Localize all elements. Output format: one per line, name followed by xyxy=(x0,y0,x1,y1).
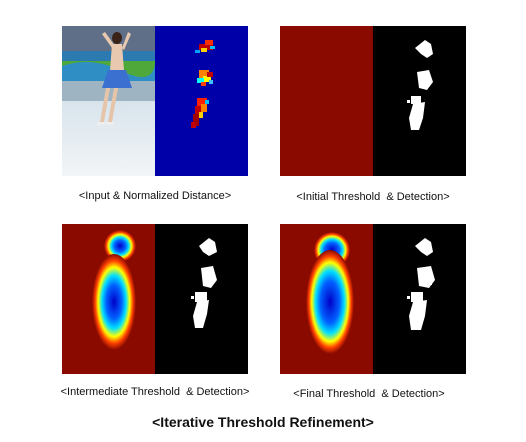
caption-initial-threshold: <Initial Threshold & Detection> xyxy=(296,191,450,203)
intermediate-threshold-map xyxy=(62,224,155,374)
input-image xyxy=(62,26,155,176)
normalized-distance-map xyxy=(155,26,248,176)
panel-intermediate-threshold xyxy=(62,224,248,374)
panel-initial-threshold xyxy=(280,26,466,176)
intermediate-detection-mask xyxy=(155,224,248,374)
final-detection-mask xyxy=(373,224,466,374)
caption-final-threshold: <Final Threshold & Detection> xyxy=(293,388,445,400)
initial-detection-mask xyxy=(373,26,466,176)
panel-final-threshold xyxy=(280,224,466,374)
figure-title: <Iterative Threshold Refinement> xyxy=(152,414,374,430)
initial-threshold-map xyxy=(280,26,373,176)
panel-input-distance xyxy=(62,26,248,176)
caption-intermediate-threshold: <Intermediate Threshold & Detection> xyxy=(60,386,250,398)
caption-input-distance: <Input & Normalized Distance> xyxy=(78,190,232,202)
final-threshold-map xyxy=(280,224,373,374)
